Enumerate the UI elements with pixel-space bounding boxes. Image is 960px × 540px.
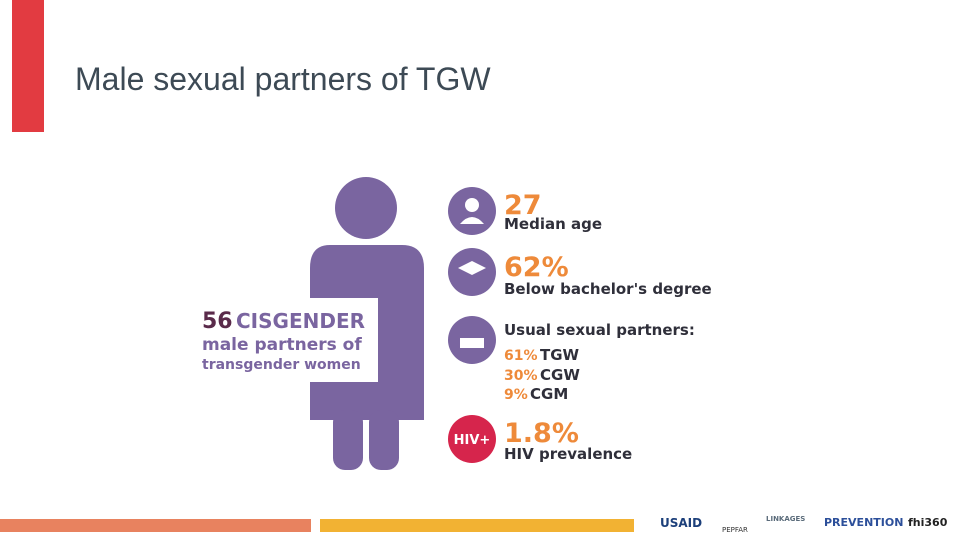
logo: LINKAGES [766,515,805,523]
accent-bar [12,0,44,132]
figure-label: CISGENDER [236,309,365,333]
stat-value: 30% [504,368,538,384]
icon-glyph [465,198,479,212]
figure-label-box [193,298,378,382]
figure-count: 56 [202,309,233,334]
footer-bar [0,519,311,532]
footer-bar [320,519,634,532]
figure-label: transgender women [202,357,361,373]
stat-label: Median age [504,215,602,233]
slide-title: Male sexual partners of TGW [75,61,491,97]
icon-glyph [458,261,486,275]
stat-label: Below bachelor's degree [504,280,712,298]
logo: PEPFAR [722,526,748,534]
icon-text: HIV+ [454,433,491,448]
stat-label: TGW [540,346,580,364]
stat-value: 1.8% [504,418,579,449]
stat-value: 27 [504,190,542,221]
figure-label: male partners of [202,335,362,355]
stat-value: 9% [504,387,528,403]
stat-label: CGM [530,385,568,403]
stat-value: 62% [504,252,569,283]
icon-glyph [460,338,484,348]
stat-label: HIV prevalence [504,445,632,463]
icon-hiv [448,415,496,463]
icon-glyph [460,217,484,224]
logo: USAID [660,516,702,530]
stat-label: Usual sexual partners: [504,321,695,339]
stat-value: 61% [504,348,538,364]
logo: fhi360 [908,516,948,529]
stat-label: CGW [540,366,580,384]
logo: PREVENTION [824,516,903,529]
